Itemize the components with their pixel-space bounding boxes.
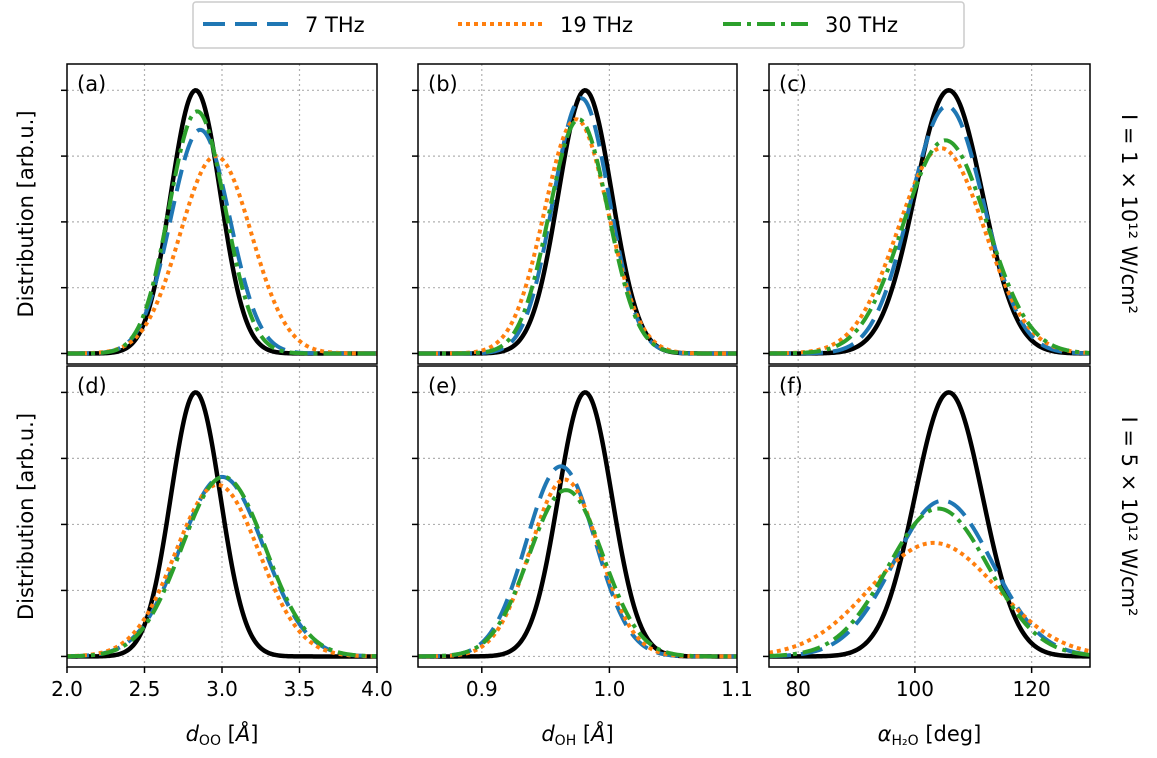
- panel-label: (b): [428, 72, 458, 96]
- axes-frame: [66, 63, 378, 365]
- x-tick-label: 3.0: [206, 677, 238, 701]
- panel-label: (d): [77, 374, 107, 398]
- x-tick-label: 2.5: [129, 677, 161, 701]
- panel-b: (b): [412, 63, 738, 365]
- panel-c: (c): [763, 63, 1091, 365]
- axes-frame: [417, 365, 738, 668]
- x-tick-label: 3.5: [284, 677, 316, 701]
- curve-19-thz: [418, 477, 737, 659]
- curve-30-thz: [67, 109, 377, 356]
- legend-box: [192, 1, 965, 49]
- curve-19-thz: [418, 117, 737, 356]
- x-tick-label: 100: [896, 677, 934, 701]
- reference-curve: [769, 390, 1090, 659]
- curve-7-thz: [418, 96, 737, 356]
- x-tick-label: 120: [1013, 677, 1051, 701]
- curve-30-thz: [418, 117, 737, 356]
- curve-30-thz: [769, 506, 1090, 658]
- x-axis-label: αH₂O [deg]: [878, 722, 982, 749]
- x-tick-label: 4.0: [361, 677, 393, 701]
- x-tick-label: 1.1: [721, 677, 753, 701]
- x-tick-label: 0.9: [466, 677, 498, 701]
- panel-label: (a): [77, 72, 106, 96]
- x-tick-label: 2.0: [51, 677, 83, 701]
- panel-label: (c): [779, 72, 807, 96]
- panel-label: (f): [779, 374, 803, 398]
- curve-7-thz: [769, 104, 1090, 356]
- panel-label: (e): [428, 374, 457, 398]
- legend: 7 THz 19 THz 30 THz: [192, 1, 965, 49]
- panel-a: (a): [61, 63, 378, 365]
- panel-e: 0.9 1.0 1.1 (e): [412, 365, 753, 701]
- curve-19-thz: [67, 482, 377, 659]
- curve-7-thz: [418, 464, 737, 659]
- axes-frame: [768, 63, 1091, 365]
- panel-f: 80 100 120 (f): [763, 365, 1091, 701]
- curve-7-thz: [67, 127, 377, 356]
- y-axis-label: Distribution [arb.u.]: [14, 110, 38, 317]
- curve-30-thz: [418, 488, 737, 659]
- curve-19-thz: [67, 154, 377, 356]
- y-axis-label: Distribution [arb.u.]: [14, 413, 38, 620]
- x-tick-label: 1.0: [593, 677, 625, 701]
- reference-curve: [418, 390, 737, 659]
- x-axis-label: dOH [Å]: [541, 720, 613, 749]
- legend-label: 7 THz: [305, 13, 365, 37]
- legend-label: 19 THz: [560, 13, 633, 37]
- curve-30-thz: [769, 138, 1090, 356]
- legend-label: 30 THz: [825, 13, 898, 37]
- row-label: I = 5 × 10¹² W/cm²: [1117, 417, 1141, 617]
- curve-19-thz: [769, 146, 1090, 356]
- x-tick-label: 80: [785, 677, 810, 701]
- panel-d: 2.0 2.5 3.0 3.5 4.0 (d): [51, 365, 393, 701]
- axes-frame: [768, 365, 1091, 668]
- x-axis-label: dOO [Å]: [186, 720, 259, 749]
- curve-7-thz: [67, 474, 377, 659]
- row-label: I = 1 × 10¹² W/cm²: [1117, 114, 1141, 314]
- curve-19-thz: [769, 540, 1090, 655]
- curve-7-thz: [769, 498, 1090, 659]
- reference-curve: [67, 390, 377, 659]
- axes-frame: [417, 63, 738, 365]
